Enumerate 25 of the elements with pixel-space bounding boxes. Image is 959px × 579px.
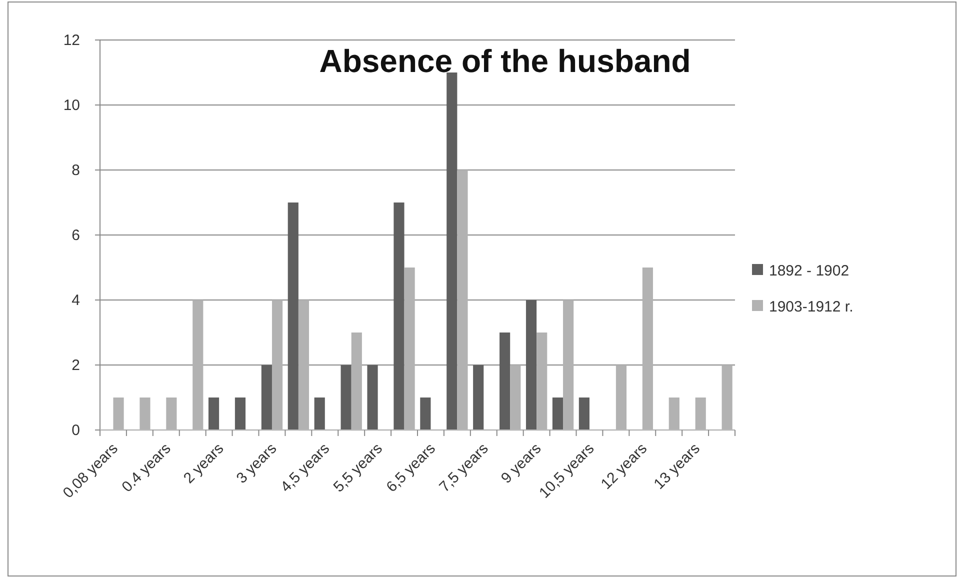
- bar: [261, 365, 272, 430]
- y-tick-label: 0: [72, 422, 80, 439]
- bar: [208, 398, 220, 430]
- bar: [367, 365, 378, 430]
- bar: [420, 398, 431, 430]
- bar: [394, 202, 404, 430]
- bar: [234, 398, 246, 430]
- legend-label: 1892 - 1902: [769, 262, 850, 280]
- bar: [500, 332, 510, 430]
- y-tick-label: 6: [72, 226, 80, 244]
- y-tick-label: 12: [63, 32, 80, 49]
- y-tick-label: 10: [63, 96, 80, 114]
- bar: [578, 398, 590, 430]
- y-tick-label: 8: [72, 162, 80, 179]
- bar: [446, 72, 458, 430]
- chart-title: Absence of the husband: [319, 43, 691, 79]
- bar: [314, 398, 325, 430]
- bar: [340, 365, 352, 430]
- bar: [552, 398, 564, 430]
- legend-label: 1903-1912 r.: [769, 298, 854, 316]
- bar: [288, 202, 298, 430]
- y-tick-label: 4: [72, 292, 80, 309]
- y-tick-label: 2: [72, 356, 80, 374]
- bar: [526, 300, 537, 430]
- bar: [473, 365, 484, 430]
